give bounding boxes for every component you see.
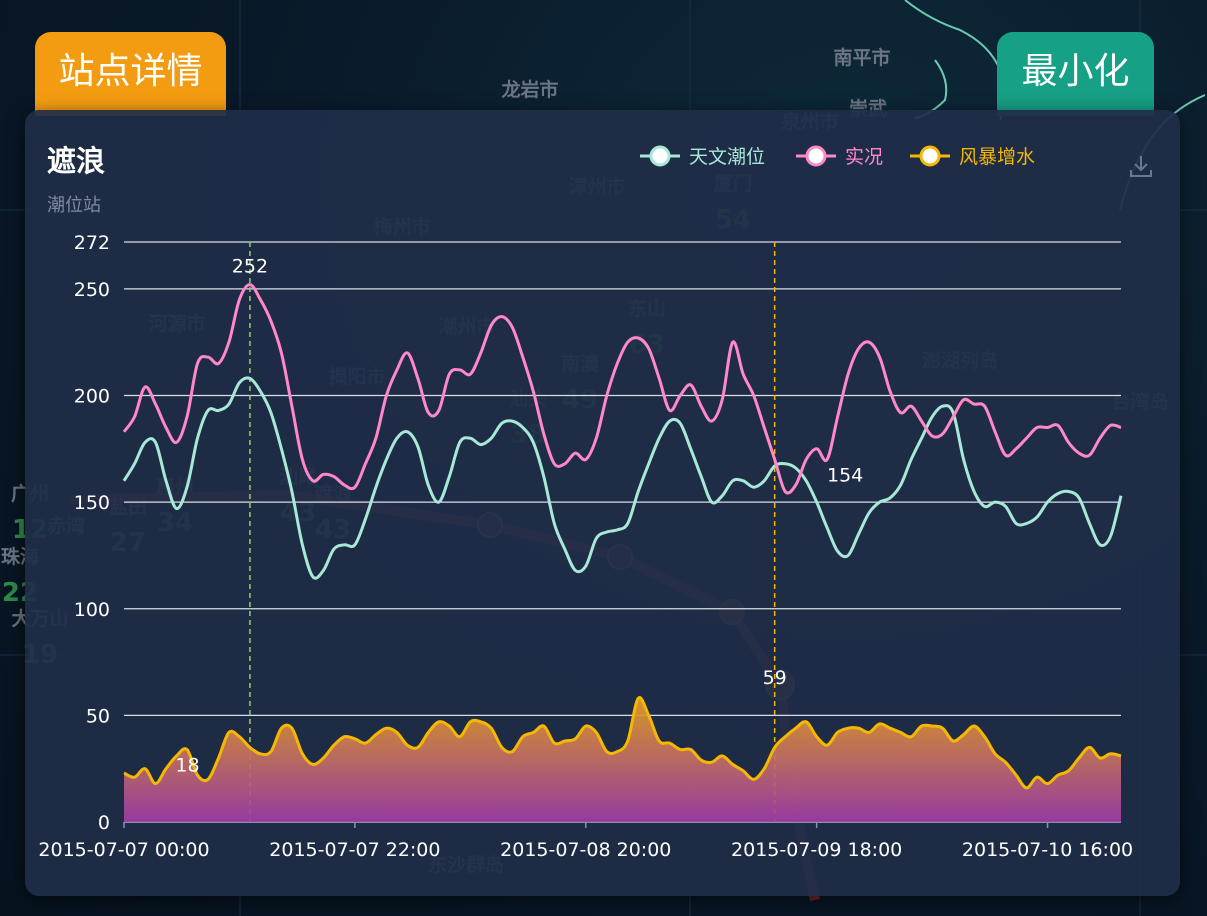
legend-label: 实况 — [845, 146, 883, 168]
map-label-1: 龙岩市 — [501, 78, 558, 101]
series-line-2 — [122, 283, 1122, 495]
legend-item-2[interactable]: 实况 — [796, 145, 883, 168]
y-tick-label: 200 — [74, 386, 110, 408]
series-area-surge — [124, 697, 1121, 822]
map-label-2: 南平市 — [833, 46, 890, 69]
x-axis-ticks: 2015-07-07 00:00 2015-07-07 22:00 2015-07-… — [38, 822, 1133, 861]
legend-label: 天文潮位 — [689, 146, 765, 168]
x-tick-label: 2015-07-07 22:00 — [269, 839, 440, 861]
x-tick-label: 2015-07-09 18:00 — [731, 839, 902, 861]
data-label: 18 — [175, 755, 199, 777]
data-label: 252 — [232, 256, 268, 278]
legend-label: 风暴增水 — [959, 146, 1035, 168]
y-tick-label: 100 — [74, 599, 110, 621]
y-tick-label: 272 — [74, 232, 110, 254]
y-axis-ticks: 272 250 200 150 100 50 0 — [74, 232, 110, 834]
vertical-markers — [249, 242, 776, 822]
y-tick-label: 150 — [74, 492, 110, 514]
download-icon[interactable] — [1127, 152, 1155, 180]
minimize-button[interactable]: 最小化 — [997, 32, 1154, 116]
legend-marker — [805, 145, 827, 167]
chart-legend: 天文潮位 实况 风暴增水 — [640, 145, 1035, 168]
x-tick-label: 2015-07-10 16:00 — [962, 839, 1133, 861]
series-line-3 — [123, 696, 1122, 790]
data-label: 154 — [827, 465, 863, 487]
y-tick-label: 0 — [98, 812, 110, 834]
series-line-1 — [122, 376, 1123, 580]
legend-item-3[interactable]: 风暴增水 — [910, 145, 1035, 168]
legend-marker — [649, 145, 671, 167]
chart-series — [122, 283, 1123, 822]
data-label: 59 — [763, 667, 787, 689]
station-detail-tab[interactable]: 站点详情 — [35, 32, 226, 116]
legend-marker — [919, 145, 941, 167]
y-tick-label: 50 — [86, 705, 110, 727]
station-name: 遮浪 — [47, 144, 106, 178]
station-type: 潮位站 — [47, 195, 101, 216]
y-tick-label: 250 — [74, 279, 110, 301]
legend-item-1[interactable]: 天文潮位 — [640, 145, 765, 168]
x-tick-label: 2015-07-07 00:00 — [38, 839, 209, 861]
x-tick-label: 2015-07-08 20:00 — [500, 839, 671, 861]
chart-annotations: 252 59 154 18 — [175, 256, 863, 777]
